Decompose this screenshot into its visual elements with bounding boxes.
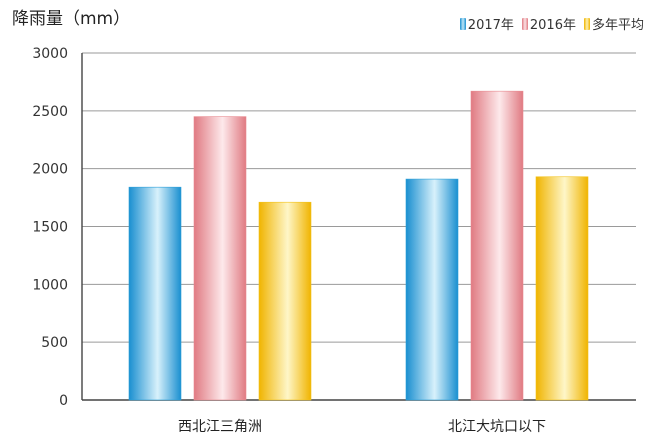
x-category-label-1: 北江大坑口以下 — [448, 419, 546, 435]
y-tick-label-500: 500 — [41, 335, 68, 351]
legend-swatch-average — [583, 17, 590, 30]
bar-0-0 — [128, 186, 182, 401]
y-tick-label-1000: 1000 — [32, 277, 68, 293]
y-tick-label-1500: 1500 — [32, 220, 68, 236]
legend-label-2016: 2016年 — [529, 18, 576, 33]
legend-item-average: 多年平均 — [583, 14, 644, 33]
bar-1-1 — [470, 90, 524, 401]
x-category-label-0: 西北江三角洲 — [178, 419, 262, 435]
y-tick-label-3000: 3000 — [32, 46, 68, 62]
y-tick-label-2000: 2000 — [32, 162, 68, 178]
y-tick-label-0: 0 — [59, 393, 68, 409]
bar-0-2 — [258, 201, 312, 401]
legend-swatch-2017 — [459, 17, 466, 30]
bar-1-2 — [535, 176, 589, 401]
y-tick-label-2500: 2500 — [32, 104, 68, 120]
bar-1-0 — [405, 178, 459, 401]
legend-item-2016: 2016年 — [521, 14, 576, 33]
legend-swatch-2016 — [521, 17, 528, 30]
legend: 2017年 2016年 多年平均 — [459, 14, 644, 33]
legend-label-2017: 2017年 — [467, 18, 514, 33]
bar-0-1 — [193, 116, 247, 401]
legend-item-2017: 2017年 — [459, 14, 514, 33]
y-axis-label: 降雨量（mm） — [12, 9, 131, 29]
legend-label-average: 多年平均 — [591, 18, 644, 33]
